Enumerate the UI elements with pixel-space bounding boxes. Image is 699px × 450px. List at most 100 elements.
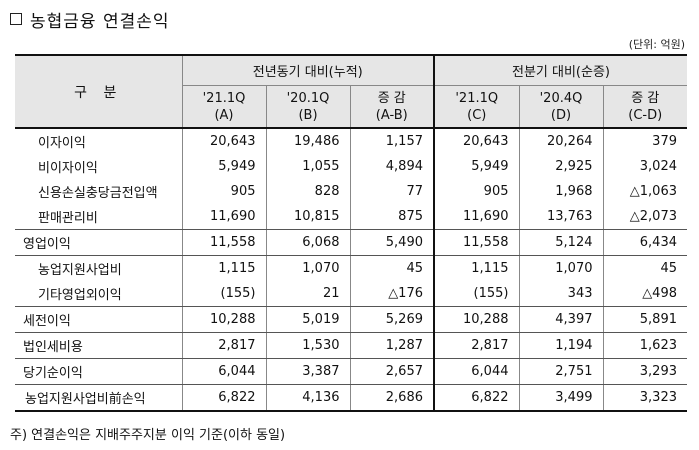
cell-value: 21 [265, 281, 350, 307]
cell-value: 2,817 [433, 332, 519, 359]
table-row: 영업이익 11,558 6,068 5,490 11,558 5,124 6,434 [15, 229, 687, 256]
cell-value: 6,822 [181, 384, 266, 412]
table-row: 농업지원사업비前손익 6,822 4,136 2,686 6,822 3,499 3,323 [15, 384, 687, 412]
col-header: '20.1Q (B) [265, 85, 350, 129]
cell-value: 905 [433, 179, 519, 204]
cell-value: 905 [181, 179, 266, 204]
cell-value: 11,558 [433, 229, 519, 256]
cell-value: 19,486 [265, 128, 350, 154]
table-row: 기타영업외이익 (155) 21 △176 (155) 343 △498 [15, 281, 687, 307]
cell-value: 2,751 [518, 358, 603, 385]
cell-value: 379 [602, 128, 687, 154]
group-header-qoq: 전분기 대비(순증) [433, 54, 687, 86]
table-row: 세전이익 10,288 5,019 5,269 10,288 4,397 5,891 [15, 306, 687, 333]
cell-value: 10,288 [181, 306, 266, 333]
cell-value: △2,073 [602, 204, 687, 230]
row-label: 영업이익 [15, 229, 182, 256]
cell-value: 1,194 [518, 332, 603, 359]
table-row: 신용손실충당금전입액 905 828 77 905 1,968 △1,063 [15, 179, 687, 204]
cell-value: 11,690 [433, 204, 519, 230]
cell-value: 13,763 [518, 204, 603, 230]
cell-value: 5,490 [349, 229, 434, 256]
col-header: '21.1Q (C) [433, 85, 519, 129]
cell-value: 6,044 [181, 358, 266, 385]
cell-value: 77 [349, 179, 434, 204]
cell-value: 6,044 [433, 358, 519, 385]
table-row: 이자이익 20,643 19,486 1,157 20,643 20,264 379 [15, 128, 687, 154]
row-label: 당기순이익 [15, 358, 182, 385]
cell-value: 4,894 [349, 154, 434, 179]
row-label: 신용손실충당금전입액 [38, 186, 158, 201]
cell-value: 1,530 [265, 332, 350, 359]
cell-value: 2,817 [181, 332, 266, 359]
cell-value: 1,623 [602, 332, 687, 359]
cell-value: 6,434 [602, 229, 687, 256]
cell-value: 20,643 [433, 128, 519, 154]
cell-value: (155) [181, 281, 266, 307]
table-row: 농업지원사업비 1,115 1,070 45 1,115 1,070 45 [15, 255, 687, 281]
col-header: '21.1Q (A) [181, 85, 266, 129]
footnote: 주) 연결손익은 지배주주지분 이익 기준(이하 동일) [10, 428, 286, 443]
cell-value: 2,925 [518, 154, 603, 179]
checkbox-square-icon [10, 13, 22, 25]
cell-value: 1,055 [265, 154, 350, 179]
row-label: 이자이익 [38, 136, 86, 151]
cell-value: 1,070 [518, 255, 603, 281]
row-label: 세전이익 [15, 306, 182, 333]
cell-value: 11,690 [181, 204, 266, 230]
cell-value: (155) [433, 281, 519, 307]
cell-value: △1,063 [602, 179, 687, 204]
table-row: 당기순이익 6,044 3,387 2,657 6,044 2,751 3,293 [15, 358, 687, 385]
cell-value: 1,287 [349, 332, 434, 359]
cell-value: 4,136 [265, 384, 350, 412]
row-label: 농업지원사업비前손익 [15, 384, 182, 412]
cell-value: 1,115 [433, 255, 519, 281]
cell-value: 1,157 [349, 128, 434, 154]
cell-value: 6,068 [265, 229, 350, 256]
cell-value: 343 [518, 281, 603, 307]
cell-value: 5,019 [265, 306, 350, 333]
cell-value: 11,558 [181, 229, 266, 256]
cell-value: 5,949 [181, 154, 266, 179]
cell-value: 3,293 [602, 358, 687, 385]
cell-value: 4,397 [518, 306, 603, 333]
cell-value: 3,323 [602, 384, 687, 412]
table-row: 판매관리비 11,690 10,815 875 11,690 13,763 △2,073 [15, 204, 687, 230]
cell-value: 5,269 [349, 306, 434, 333]
cell-value: 2,686 [349, 384, 434, 412]
cell-value: 3,387 [265, 358, 350, 385]
header-row-columns: '21.1Q (A) '20.1Q (B) 증 감 (A-B) '21.1Q (C) '… [15, 85, 687, 129]
row-label: 판매관리비 [15, 204, 182, 230]
table-row: 비이자이익 5,949 1,055 4,894 5,949 2,925 3,024 [15, 154, 687, 179]
row-label: 농업지원사업비 [38, 263, 122, 278]
cell-value: 828 [265, 179, 350, 204]
row-label: 법인세비용 [15, 332, 182, 359]
cell-value: 6,822 [433, 384, 519, 412]
cell-value: △498 [602, 281, 687, 307]
header-row-groups: 구 분 전년동기 대비(누적) 전분기 대비(순증) [15, 54, 687, 129]
table-row: 법인세비용 2,817 1,530 1,287 2,817 1,194 1,623 [15, 332, 687, 359]
cell-value: 1,115 [181, 255, 266, 281]
cell-value: 1,968 [518, 179, 603, 204]
cell-value: 45 [349, 255, 434, 281]
row-label: 비이자이익 [38, 161, 98, 176]
col-header: 증 감 (C-D) [602, 85, 687, 129]
cell-value: 2,657 [349, 358, 434, 385]
category-header: 구 분 [15, 54, 182, 129]
unit-label: (단위: 억원) [628, 38, 685, 51]
group-header-yoy: 전년동기 대비(누적) [181, 54, 434, 86]
cell-value: 5,949 [433, 154, 519, 179]
income-table: 구 분 전년동기 대비(누적) 전분기 대비(순증) '21.1Q (A) '20… [15, 54, 687, 412]
cell-value: △176 [349, 281, 434, 307]
cell-value: 5,124 [518, 229, 603, 256]
cell-value: 20,643 [181, 128, 266, 154]
cell-value: 20,264 [518, 128, 603, 154]
row-label: 기타영업외이익 [15, 281, 182, 307]
cell-value: 1,070 [265, 255, 350, 281]
cell-value: 10,288 [433, 306, 519, 333]
cell-value: 3,499 [518, 384, 603, 412]
report-title: 농협금융 연결손익 [10, 6, 170, 32]
cell-value: 5,891 [602, 306, 687, 333]
cell-value: 45 [602, 255, 687, 281]
cell-value: 875 [349, 204, 434, 230]
